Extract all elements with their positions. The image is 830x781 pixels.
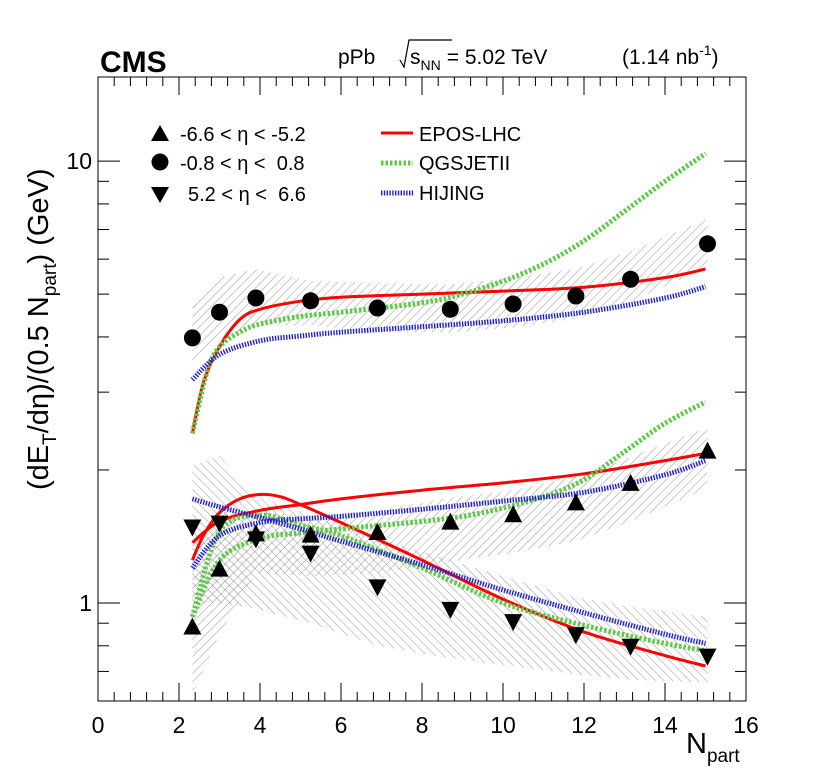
- legend-label-qgsjet: QGSJETII: [419, 153, 510, 175]
- legend-label-central: -0.8 < η < 0.8: [180, 153, 305, 175]
- data-point: [368, 299, 386, 317]
- legend: -6.6 < η < -5.2 -0.8 < η < 0.8 5.2 < η <…: [151, 124, 521, 206]
- data-point: [211, 303, 228, 321]
- ylabel-part1: (dE: [23, 445, 55, 490]
- data-point: [246, 531, 265, 549]
- data-point: [302, 292, 320, 310]
- y-tick-label: 1: [79, 590, 92, 616]
- sqrt-symbol: [399, 39, 452, 69]
- data-point: [566, 627, 585, 645]
- data-point: [441, 512, 460, 530]
- ylabel-part3: ) (GeV): [23, 168, 55, 263]
- x-tick-label: 14: [652, 712, 678, 738]
- data-point: [566, 493, 585, 511]
- x-axis-title: Npart: [686, 728, 740, 767]
- model-curve: [191, 451, 706, 544]
- lumi-open: (1.14 nb: [622, 46, 699, 69]
- data-point: [698, 648, 717, 666]
- data-point: [504, 295, 522, 313]
- x-tick-label: 6: [335, 712, 348, 738]
- legend-label-forward: -6.6 < η < -5.2: [180, 124, 306, 146]
- data-point: [622, 270, 640, 288]
- lumi-label: (1.14 nb-1): [622, 42, 719, 69]
- ylabel-sub2: part: [40, 263, 61, 296]
- data-point: [567, 287, 585, 305]
- legend-label-hijing: HIJING: [419, 183, 485, 205]
- model-curve: [190, 458, 707, 570]
- energy-value: = 5.02 TeV: [447, 46, 548, 69]
- data-point: [210, 515, 229, 533]
- collision-system: pPb: [338, 46, 375, 69]
- data-point: [699, 235, 716, 253]
- xlabel-main: N: [686, 728, 707, 760]
- legend-marker-circle: [151, 153, 169, 171]
- model-curve: [191, 492, 706, 668]
- x-tick-label: 16: [733, 712, 759, 738]
- data-point: [183, 617, 202, 635]
- data-point: [504, 505, 523, 523]
- model-curve: [190, 399, 707, 618]
- model-curve: [191, 496, 707, 646]
- energy-sub: NN: [421, 57, 441, 73]
- data-point: [621, 638, 640, 656]
- legend-label-epos: EPOS-LHC: [419, 124, 521, 146]
- lumi-close: ): [712, 46, 719, 69]
- experiment-label: CMS: [100, 46, 167, 79]
- uncertainty-band: [192, 218, 708, 363]
- data-point: [247, 289, 265, 307]
- y-axis-title: (dET/dη)/(0.5 Npart) (GeV): [23, 168, 61, 490]
- data-point: [441, 601, 460, 619]
- legend-marker-triangle-up: [151, 125, 169, 141]
- data-point: [698, 441, 717, 459]
- ylabel-part2: /dη)/(0.5 N: [23, 296, 55, 433]
- lumi-exp: -1: [699, 42, 712, 58]
- data-point: [504, 614, 523, 632]
- data-point: [441, 300, 459, 318]
- model-curve: [189, 151, 707, 434]
- y-tick-label: 10: [66, 148, 92, 174]
- data-point: [621, 473, 640, 491]
- data-point: [301, 525, 320, 543]
- data-point: [301, 545, 320, 563]
- collision-label: pPb: [338, 46, 375, 69]
- data-point: [368, 579, 387, 597]
- legend-label-backward: 5.2 < η < 6.6: [188, 184, 306, 206]
- x-tick-label: 0: [92, 712, 105, 738]
- data-point: [183, 329, 201, 347]
- energy-sqrt: s: [410, 46, 421, 69]
- x-tick-label: 10: [490, 712, 516, 738]
- ylabel-sub1: T: [40, 433, 61, 445]
- data-point: [183, 519, 202, 537]
- xlabel-sub: part: [707, 746, 740, 767]
- x-tick-label: 8: [416, 712, 429, 738]
- x-tick-label: 2: [173, 712, 186, 738]
- legend-marker-triangle-down: [151, 187, 169, 203]
- data-point: [368, 522, 387, 540]
- x-tick-label: 12: [571, 712, 597, 738]
- x-tick-label: 4: [254, 712, 267, 738]
- data-point: [210, 559, 229, 577]
- model-curve: [190, 284, 707, 382]
- energy-label: sNN = 5.02 TeV: [410, 46, 547, 73]
